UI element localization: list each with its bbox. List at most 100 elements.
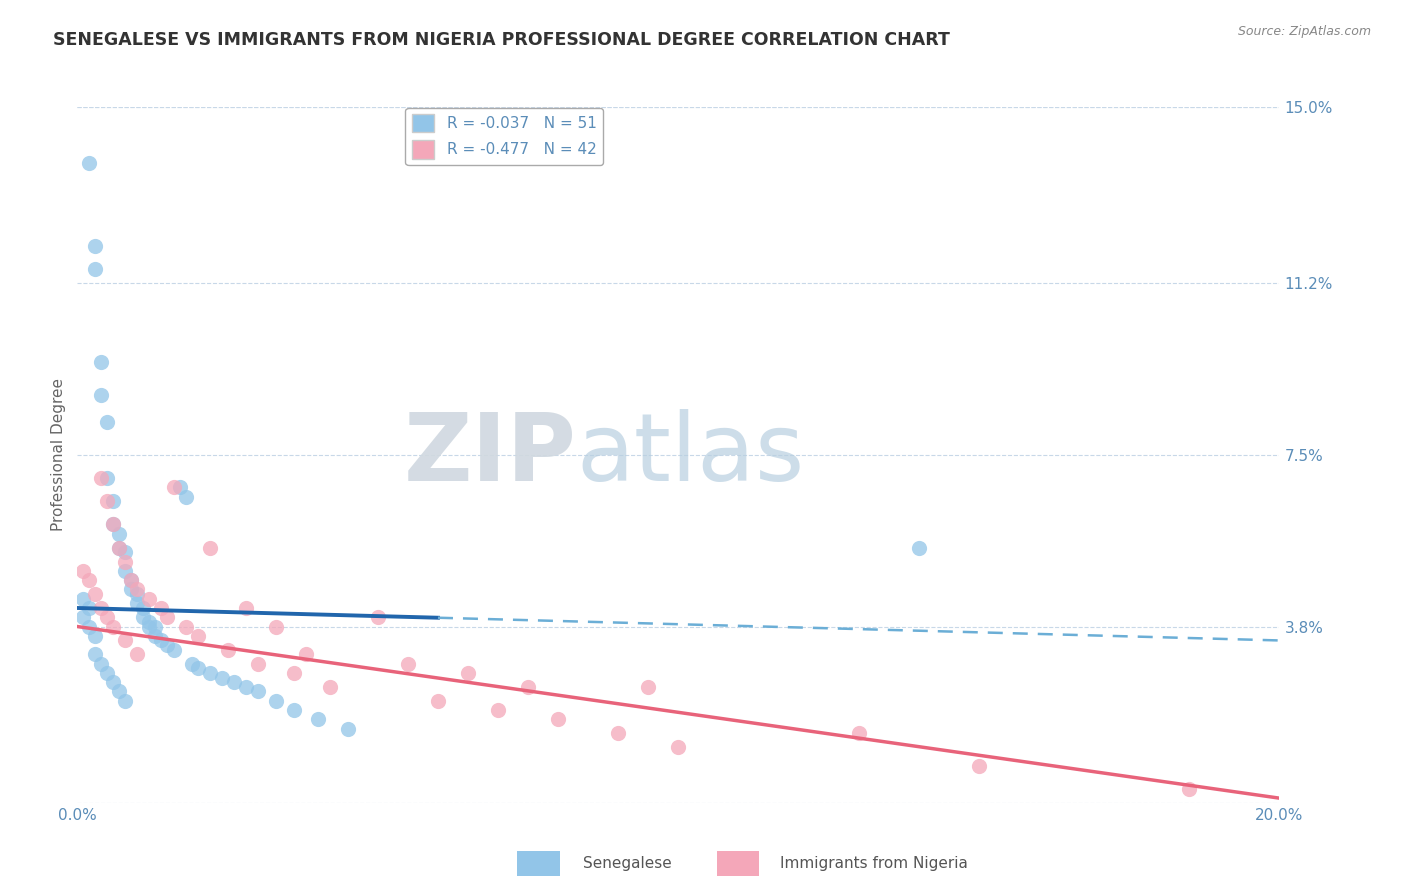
Point [138,591,160,606]
Point [607,726,630,740]
Point [187,629,209,643]
Point [90,657,112,671]
Point [72,591,94,606]
Text: Immigrants from Nigeria: Immigrants from Nigeria [780,856,969,871]
Text: Source: ZipAtlas.com: Source: ZipAtlas.com [1237,25,1371,38]
Point [72,610,94,624]
Point [235,680,257,694]
Point [198,665,221,680]
Y-axis label: Professional Degree: Professional Degree [51,378,66,532]
Text: SENEGALESE VS IMMIGRANTS FROM NIGERIA PROFESSIONAL DEGREE CORRELATION CHART: SENEGALESE VS IMMIGRANTS FROM NIGERIA PR… [53,31,950,49]
Point [967,758,990,772]
Point [174,490,197,504]
Point [114,694,136,708]
Point [84,262,107,277]
Point [79,573,101,587]
Point [145,619,167,633]
Point [103,517,125,532]
Point [222,675,245,690]
Point [72,564,94,578]
Point [396,657,419,671]
Point [211,671,233,685]
Point [127,582,149,597]
Point [114,564,136,578]
Point [138,619,160,633]
Point [264,619,287,633]
Point [156,638,179,652]
Point [336,722,359,736]
Point [114,545,136,559]
Point [150,601,173,615]
Point [294,648,316,662]
Point [246,684,269,698]
Point [908,541,931,555]
Point [90,471,112,485]
Point [547,712,569,726]
Point [90,355,112,369]
Point [235,601,257,615]
Point [79,619,101,633]
Point [264,694,287,708]
Point [103,619,125,633]
Point [90,601,112,615]
Point [217,642,239,657]
Point [174,619,197,633]
Point [132,610,155,624]
Point [79,601,101,615]
Point [150,633,173,648]
Point [162,480,184,494]
Point [108,541,131,555]
Point [120,573,142,587]
Text: ZIP: ZIP [404,409,576,501]
Point [120,573,142,587]
Point [1178,781,1201,796]
Point [307,712,329,726]
Point [127,648,149,662]
Point [90,387,112,401]
Point [103,675,125,690]
Text: Senegalese: Senegalese [583,856,672,871]
Point [517,680,540,694]
Point [127,596,149,610]
Point [283,703,305,717]
Point [427,694,450,708]
Point [84,648,107,662]
Point [637,680,659,694]
Point [96,665,118,680]
Point [319,680,342,694]
Point [96,610,118,624]
Point [103,494,125,508]
Point [96,494,118,508]
Legend: R = -0.037   N = 51, R = -0.477   N = 42: R = -0.037 N = 51, R = -0.477 N = 42 [405,108,603,165]
Point [246,657,269,671]
Point [108,526,131,541]
Point [84,587,107,601]
Point [848,726,870,740]
Point [180,657,202,671]
Point [283,665,305,680]
Point [84,629,107,643]
Point [367,610,389,624]
Point [96,416,118,430]
Point [187,661,209,675]
Point [198,541,221,555]
Point [127,587,149,601]
Point [145,629,167,643]
Point [84,239,107,253]
Point [162,642,184,657]
Point [108,684,131,698]
Point [138,615,160,629]
Point [457,665,479,680]
Point [169,480,191,494]
Point [156,610,179,624]
Point [96,471,118,485]
Point [114,555,136,569]
Point [103,517,125,532]
Point [79,155,101,169]
Point [486,703,509,717]
Point [668,740,690,755]
Point [132,601,155,615]
Point [114,633,136,648]
Point [120,582,142,597]
Point [108,541,131,555]
